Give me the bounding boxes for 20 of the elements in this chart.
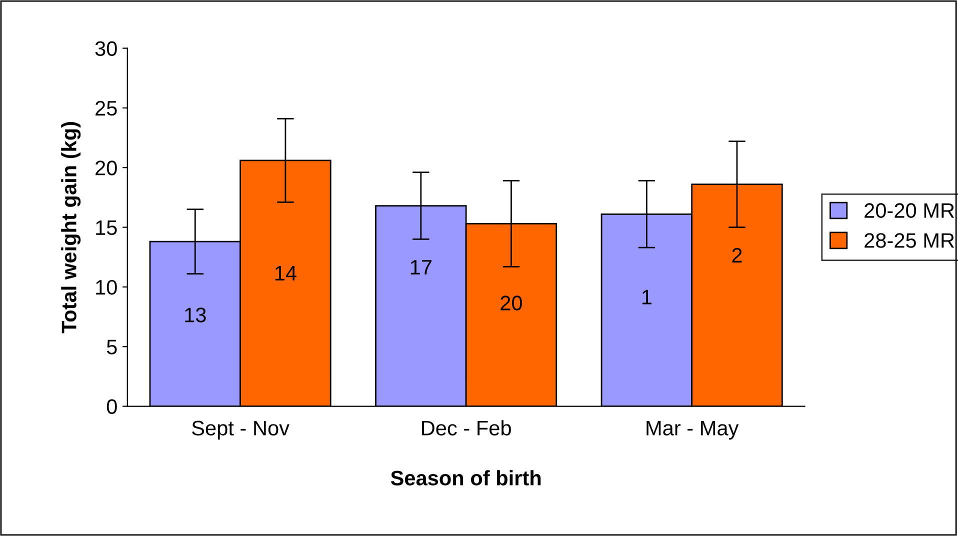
y-tick-label: 0 [106,399,117,414]
annotation: 13 [185,308,206,322]
x-axis-title: Season of birth [390,470,541,486]
y-tick-label: 15 [96,220,117,236]
y-tick-label: 30 [95,41,117,56]
annotation: 17 [410,260,432,274]
annotation: 1 [642,290,652,304]
y-tick-label: 5 [106,340,117,354]
x-tick-label: Mar - May [646,420,739,440]
legend-label: 20-20 MR [864,203,954,218]
y-tick-label: 20 [96,160,117,176]
annotation: 20 [500,296,522,310]
annotation: 2 [732,248,742,262]
annotation: 14 [275,266,296,280]
x-tick-label: Sept - Nov [192,420,290,440]
x-tick-label: Dec - Feb [422,420,511,436]
y-tick-label: 25 [96,100,117,116]
legend-label: 28-25 MR [864,233,954,248]
y-tick-label: 10 [96,280,117,295]
y-axis-title: Total weight gain (kg) [61,122,81,334]
